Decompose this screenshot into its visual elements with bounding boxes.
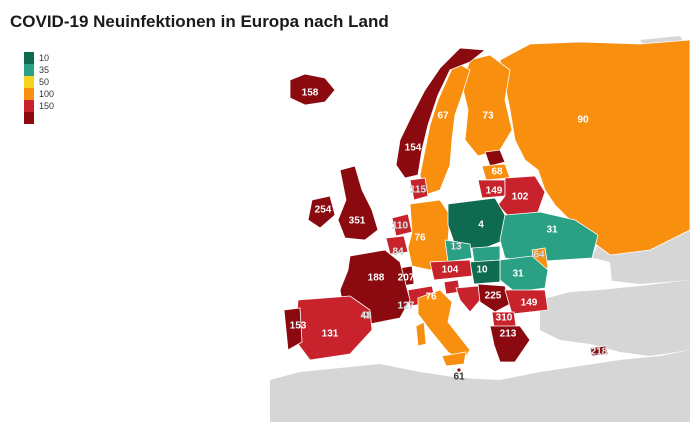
label-romania: 31 xyxy=(512,269,524,280)
label-czechia: 13 xyxy=(450,242,462,253)
country-bulgaria xyxy=(504,289,549,315)
country-iceland xyxy=(289,73,336,106)
legend-label: 50 xyxy=(39,77,50,87)
map-title: COVID-19 Neuinfektionen in Europa nach L… xyxy=(10,12,389,31)
caucasus-region xyxy=(590,230,690,284)
label-luxembourg: 207 xyxy=(398,273,415,284)
legend-label: 150 xyxy=(39,101,55,111)
label-netherlands: 110 xyxy=(392,221,409,232)
country-portugal xyxy=(283,307,303,351)
black-sea xyxy=(548,256,612,290)
country-austria xyxy=(429,259,473,281)
countries xyxy=(283,39,690,373)
country-serbia xyxy=(477,283,511,313)
label-norway: 154 xyxy=(405,143,422,154)
label-sweden: 67 xyxy=(437,111,449,122)
legend-label: 100 xyxy=(39,89,55,99)
legend-entry: 35 xyxy=(24,64,54,76)
label-uk: 351 xyxy=(349,216,366,227)
label-lithuania: 149 xyxy=(486,186,503,197)
country-uk xyxy=(337,165,379,241)
label-france: 188 xyxy=(368,273,385,284)
country-czechia xyxy=(444,239,473,263)
country-cyprus xyxy=(589,345,609,357)
label-portugal: 153 xyxy=(290,321,307,332)
legend-swatch xyxy=(24,76,34,88)
legend-entry: 100 xyxy=(24,88,54,100)
country-andorra xyxy=(362,311,370,319)
label-iceland: 158 xyxy=(302,88,319,99)
legend-swatch xyxy=(24,100,34,112)
country-ukraine xyxy=(499,211,599,263)
label-switzerland: 127 xyxy=(398,301,415,312)
country-norway xyxy=(395,47,487,179)
label-denmark: 115 xyxy=(410,185,427,196)
legend-entry: 150 xyxy=(24,100,54,112)
country-ireland xyxy=(307,195,336,229)
label-belgium: 84 xyxy=(392,247,404,258)
country-greece xyxy=(489,325,531,363)
legend-swatch xyxy=(24,52,34,64)
country-slovakia xyxy=(471,245,501,263)
label-spain: 131 xyxy=(322,329,339,340)
label-north-macedonia: 310 xyxy=(496,313,513,324)
legend-entry: 50 xyxy=(24,76,54,88)
country-estonia xyxy=(484,149,506,167)
label-latvia: 68 xyxy=(491,167,503,178)
label-italy: 76 xyxy=(425,292,437,303)
legend-swatch xyxy=(24,64,34,76)
label-hungary: 10 xyxy=(476,265,488,276)
value-labels: 158 154 67 73 90 68 149 102 115 254 351 … xyxy=(290,88,608,383)
label-cyprus: 218 xyxy=(591,347,608,358)
label-moldova: 64 xyxy=(533,250,545,261)
country-belgium xyxy=(385,235,409,255)
country-italy-sicily xyxy=(441,351,467,367)
label-poland: 4 xyxy=(478,220,484,231)
legend-swatch xyxy=(24,112,34,124)
legend-entry: 10 xyxy=(24,52,54,64)
country-poland xyxy=(447,197,506,251)
legend-label: 35 xyxy=(39,65,50,75)
label-germany: 76 xyxy=(414,233,426,244)
label-ireland: 254 xyxy=(315,205,332,216)
legend-entry xyxy=(24,112,54,124)
country-hungary xyxy=(469,259,501,285)
country-croatia xyxy=(455,285,483,313)
country-malta xyxy=(456,367,462,373)
label-ukraine: 31 xyxy=(546,225,558,236)
label-malta: 61 xyxy=(453,372,465,383)
country-denmark xyxy=(409,177,429,201)
turkey-region xyxy=(540,280,690,356)
color-legend: 10 35 50 100 150 xyxy=(24,52,54,124)
legend-label: 10 xyxy=(39,53,50,63)
country-sweden xyxy=(419,61,471,196)
label-russia: 90 xyxy=(577,115,589,126)
label-andorra: 48 xyxy=(360,311,372,322)
country-italy-sardinia xyxy=(415,321,427,347)
label-belarus: 102 xyxy=(512,192,529,203)
label-serbia: 225 xyxy=(485,291,502,302)
label-bulgaria: 149 xyxy=(521,298,538,309)
label-austria: 104 xyxy=(442,265,459,276)
label-greece: 213 xyxy=(500,329,517,340)
label-finland: 73 xyxy=(482,111,494,122)
legend-swatch xyxy=(24,88,34,100)
north-africa xyxy=(270,350,690,422)
